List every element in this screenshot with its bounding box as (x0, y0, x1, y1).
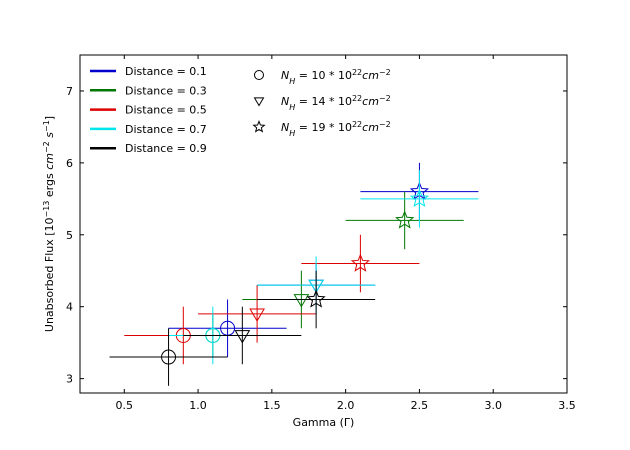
nh-subscript: H (289, 103, 295, 112)
nh-symbol: N (281, 69, 289, 82)
nh-subscript: H (289, 77, 295, 86)
data-point-star (350, 253, 370, 272)
y-tick-label: 4 (66, 301, 73, 314)
nh-unit-exponent: −2 (379, 120, 391, 129)
y-title-sup: −2 (42, 141, 51, 153)
nh-subscript: H (289, 129, 295, 138)
legend-label-1: Distance = 0.1 (125, 65, 207, 78)
y-title-unit: cm (43, 153, 56, 170)
data-point-triangle (249, 308, 265, 322)
legend-label-3: Distance = 0.5 (125, 104, 207, 117)
data-point-triangle (293, 294, 310, 308)
y-title-text: ] (43, 116, 56, 120)
marker-legend-symbol-triangle (253, 97, 265, 107)
nh-unit-exponent: −2 (379, 94, 391, 103)
marker-legend-symbol-circle (254, 70, 264, 80)
marker-legend: NH = 10 * 1022cm−2NH = 14 * 1022cm−2NH =… (252, 68, 391, 138)
x-tick-label: 3.0 (484, 399, 502, 412)
x-tick-label: 0.5 (116, 399, 134, 412)
y-tick-label: 3 (66, 373, 73, 386)
y-title-text: Unabsorbed Flux [10 (43, 217, 56, 332)
marker-legend-symbol-star (252, 120, 266, 133)
data-point-star (409, 188, 430, 207)
x-tick-label: 3.5 (558, 399, 576, 412)
data-point-star (395, 210, 415, 229)
legend-label-4: Distance = 0.7 (125, 123, 207, 136)
marker-legend-label-2: NH = 14 * 1022cm−2 (281, 94, 391, 112)
data-point-circle (161, 349, 177, 365)
x-tick-label: 1.0 (189, 399, 207, 412)
legend-label-5: Distance = 0.9 (125, 142, 207, 155)
nh-unit: cm (362, 69, 379, 82)
nh-value: = 14 * 10 (295, 95, 352, 108)
nh-exponent: 22 (352, 120, 362, 129)
marker-legend-label-3: NH = 19 * 1022cm−2 (281, 120, 391, 138)
plot-frame (79, 54, 568, 394)
x-axis-title: Gamma (Γ) (293, 416, 355, 429)
nh-unit: cm (362, 121, 379, 134)
series-5 (109, 270, 376, 386)
y-title-unit: s (43, 132, 56, 141)
series-legend: Distance = 0.1 Distance = 0.3 Distance = 0… (90, 65, 207, 155)
legend-label-2: Distance = 0.3 (125, 84, 207, 97)
x-tick-label: 2.5 (411, 399, 429, 412)
series-1 (168, 162, 479, 358)
x-tick-label: 1.5 (263, 399, 281, 412)
axes: 0.5 1.0 1.5 2.0 2.5 3.0 3.5 3 4 5 6 7 Gamma (Γ) Unabs… (42, 54, 576, 429)
nh-unit: cm (362, 95, 379, 108)
nh-unit-exponent: −2 (379, 68, 391, 77)
marker-legend-label-1: NH = 10 * 1022cm−2 (281, 68, 391, 86)
plot-area (109, 162, 479, 386)
nh-exponent: 22 (352, 94, 362, 103)
x-tick-label: 2.0 (337, 399, 355, 412)
data-point-triangle (234, 330, 251, 344)
nh-symbol: N (281, 121, 289, 134)
y-tick-label: 7 (66, 85, 73, 98)
nh-value: = 10 * 10 (295, 69, 352, 82)
y-tick-label: 6 (66, 157, 73, 170)
y-tick-label: 5 (66, 229, 73, 242)
data-point-star (306, 289, 326, 308)
y-axis-title: Unabsorbed Flux [10−13 ergs cm−2 s−1] (42, 116, 57, 332)
nh-value: = 19 * 10 (295, 121, 352, 134)
y-title-sup: −1 (42, 120, 51, 132)
y-title-sup: −13 (42, 201, 51, 218)
nh-symbol: N (281, 95, 289, 108)
y-title-text: ergs (43, 170, 56, 201)
nh-exponent: 22 (352, 68, 362, 77)
